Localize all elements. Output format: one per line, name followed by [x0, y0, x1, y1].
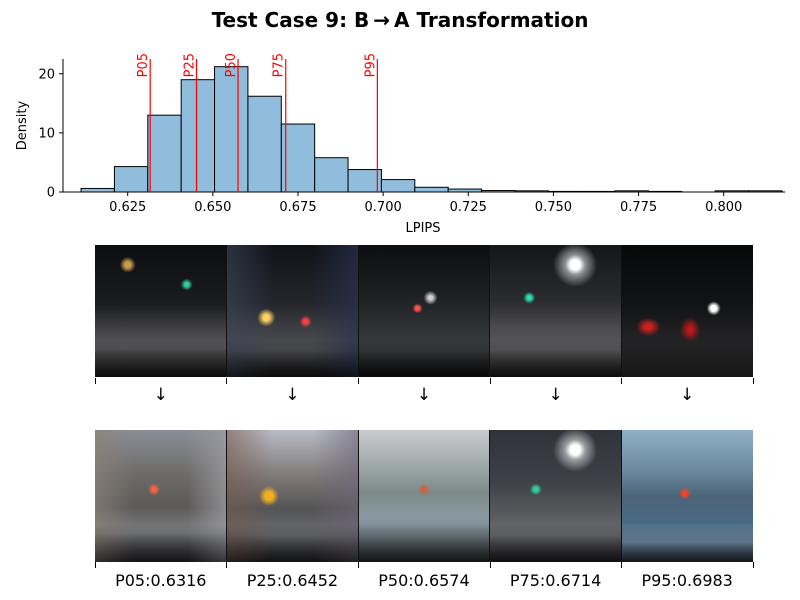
down-arrow-icon: ↓: [548, 385, 563, 405]
transformed-image-p50: [358, 430, 491, 562]
down-arrow-icon: ↓: [416, 385, 432, 405]
x-tick-label: 0.800: [705, 200, 742, 215]
y-tick-label: 0: [47, 186, 55, 201]
histogram-bar: [214, 66, 249, 193]
down-arrow-icon: ↓: [285, 385, 300, 405]
sample-label-row: P05:0.6316 P25:0.6452 P50:0.6574 P75:0.6…: [95, 569, 753, 593]
histogram-bar: [414, 186, 449, 193]
x-tick-label: 0.775: [620, 200, 657, 215]
percentile-label: P75: [272, 53, 287, 77]
histogram-bar: [147, 114, 182, 193]
arrow-row: ↓ ↓ ↓ ↓ ↓: [95, 383, 753, 407]
lpips-histogram: 0.625 0.650 0.675 0.700 0.725 0.750 0.775 0.800…: [15, 53, 785, 236]
sample-label: P50:0.6574: [378, 571, 470, 590]
image-row-ticks-bottom: [95, 562, 754, 568]
down-arrow-icon: ↓: [153, 385, 168, 405]
down-arrow-icon: ↓: [680, 385, 695, 405]
x-tick-label: 0.700: [365, 200, 402, 215]
sample-label: P05:0.6316: [115, 571, 207, 590]
sample-label: P25:0.6452: [246, 571, 339, 590]
percentile-label: P05: [136, 53, 151, 77]
percentile-label: P50: [224, 53, 239, 77]
transformed-image-p95: [622, 430, 753, 562]
x-tick-label: 0.650: [194, 200, 231, 215]
histogram-bar: [314, 157, 349, 193]
sample-label: P95:0.6983: [641, 571, 733, 590]
transformed-image-row: [95, 430, 753, 562]
transformed-image-p75: [490, 430, 623, 562]
histogram-bar: [247, 95, 282, 193]
x-tick-label: 0.725: [450, 200, 487, 215]
figure-title: Test Case 9: B → A Transformation: [211, 8, 589, 32]
percentile-label: P95: [363, 53, 378, 77]
source-image-p75: [490, 245, 623, 377]
x-tick-label: 0.675: [279, 200, 316, 215]
y-tick-label: 10: [38, 126, 55, 141]
source-image-p05: [95, 245, 227, 377]
y-axis-label: Density: [15, 100, 30, 150]
sample-label: P75:0.6714: [509, 571, 602, 590]
image-row-ticks-top: [95, 378, 754, 384]
source-image-p95: [622, 245, 753, 377]
x-axis-label: LPIPS: [405, 221, 440, 236]
histogram-bar: [180, 79, 216, 193]
histogram-bar: [113, 166, 149, 193]
source-image-row: [95, 245, 753, 377]
source-image-p25: [226, 245, 359, 377]
source-image-p50: [358, 245, 491, 377]
x-tick-label: 0.625: [109, 200, 146, 215]
percentile-label: P25: [183, 53, 198, 77]
x-tick-label: 0.750: [535, 200, 572, 215]
histogram-bar: [80, 187, 115, 193]
y-tick-label: 20: [38, 67, 55, 82]
transformed-image-p05: [95, 430, 227, 562]
histogram-bar: [280, 123, 316, 193]
histogram-bar: [347, 169, 382, 193]
histogram-bar: [380, 179, 416, 193]
transformed-image-p25: [226, 430, 359, 562]
